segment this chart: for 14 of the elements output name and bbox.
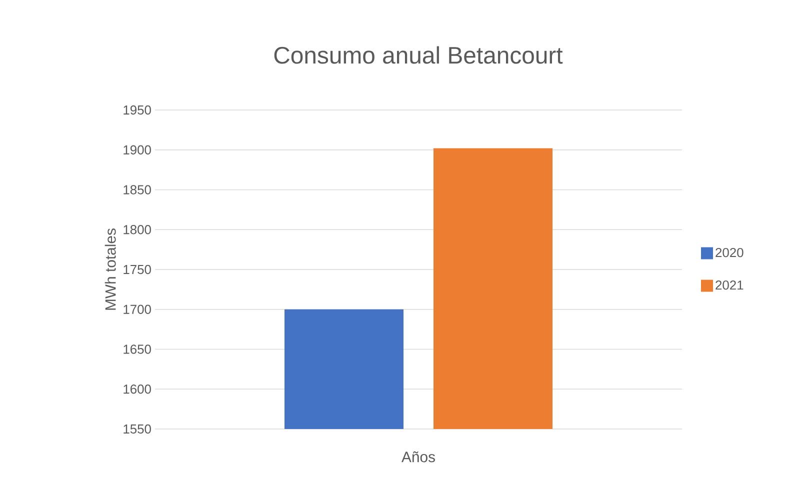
y-tick-label: 1650 — [124, 344, 151, 354]
legend-label: 2021 — [716, 280, 744, 290]
x-axis-title: Años — [402, 451, 435, 462]
chart-title: Consumo anual Betancourt — [274, 46, 563, 64]
y-tick-label: 1750 — [124, 264, 151, 274]
y-axis-title: MWh totales — [104, 228, 116, 310]
y-tick-label: 1550 — [124, 424, 151, 434]
y-tick-label: 1800 — [124, 225, 151, 234]
y-tick-label: 1600 — [124, 384, 151, 394]
legend-label: 2020 — [716, 248, 744, 258]
y-tick-label: 1700 — [124, 304, 151, 314]
y-tick-label: 1950 — [124, 105, 151, 115]
y-tick-label: 1850 — [124, 185, 151, 194]
y-tick-label: 1900 — [124, 145, 151, 154]
